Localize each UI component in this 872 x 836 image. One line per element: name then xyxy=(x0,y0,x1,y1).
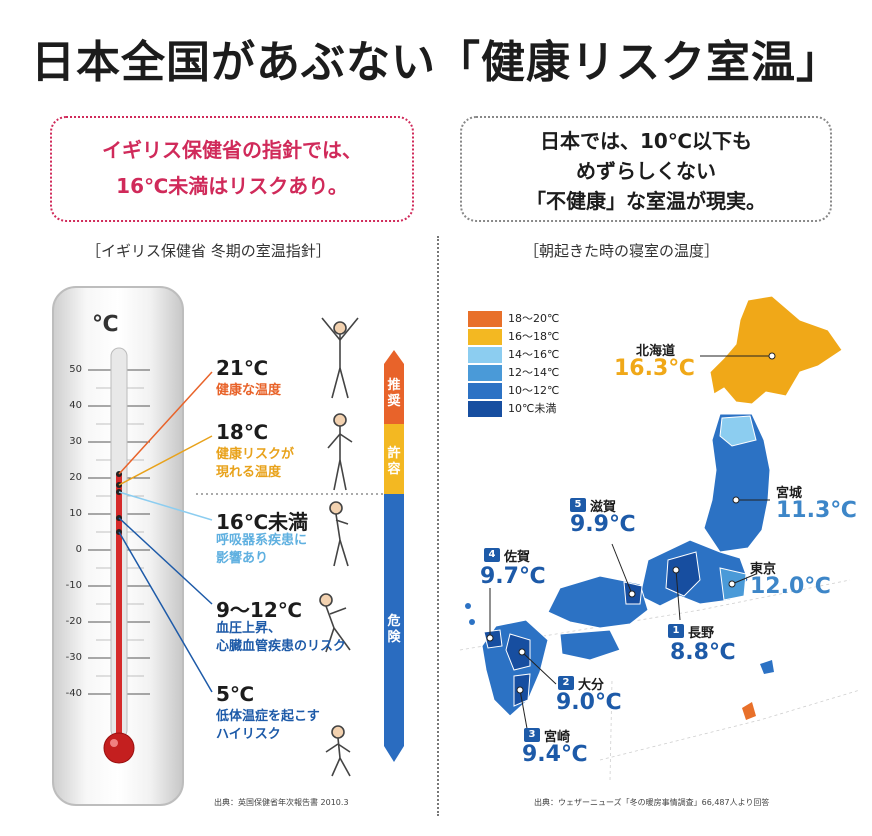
right-source: 出典：ウェザーニューズ「冬の暖房事情調査」66,487人より回答 xyxy=(534,798,770,807)
pref-temp-tokyo: 12.0℃ xyxy=(750,574,831,599)
tick-label: 20 xyxy=(69,472,82,483)
mercury-column xyxy=(116,474,122,744)
tick-label: 50 xyxy=(69,364,82,375)
callout-line: 日本では、10℃以下も xyxy=(539,129,753,153)
right-section-title: ［朝起きた時の寝室の温度］ xyxy=(524,242,720,260)
legend-item: 18～20℃ xyxy=(468,310,559,327)
pref-temp-oita: 9.0℃ xyxy=(556,690,622,715)
bar-label-acceptable: 許容 xyxy=(387,446,401,477)
rank-badge: 4 xyxy=(484,548,500,562)
section-divider xyxy=(437,236,439,816)
connector-21 xyxy=(118,371,213,475)
connector-16 xyxy=(118,491,213,521)
tick-label: -20 xyxy=(65,616,82,627)
legend-item: 10℃未満 xyxy=(468,400,556,417)
legend-item: 12～14℃ xyxy=(468,364,559,381)
recommended-band xyxy=(384,364,404,424)
pref-temp-miyazaki: 9.4℃ xyxy=(522,742,588,767)
level-desc-21: 健康な温度 xyxy=(216,383,282,398)
tick-label: 0 xyxy=(75,544,82,555)
region-hokkaido xyxy=(709,295,843,405)
uk-guideline-callout: イギリス保健省の指針では、 16℃未満はリスクあり。 xyxy=(50,116,414,222)
pref-name-nagano: 長野 xyxy=(688,626,715,641)
region-nagano xyxy=(665,551,701,597)
pref-name-shiga: 滋賀 xyxy=(590,500,617,515)
left-source: 出典：英国保健省年次報告書 2010.3 xyxy=(214,798,349,807)
japan-reality-callout: 日本では、10℃以下も めずらしくない 「不健康」な室温が現実。 xyxy=(460,116,832,222)
tick-label: -40 xyxy=(65,688,82,699)
bar-arrow-bottom xyxy=(384,746,404,762)
legend-item: 16～18℃ xyxy=(468,328,559,345)
bar-label-danger: 危険 xyxy=(387,614,401,645)
pref-name-saga: 佐賀 xyxy=(504,550,531,565)
rank-badge: 1 xyxy=(668,624,684,638)
page-title: 日本全国があぶない「健康リスク室温」 xyxy=(31,37,841,88)
connector-9-12 xyxy=(118,517,213,605)
rank-badge: 2 xyxy=(558,676,574,690)
pref-name-miyagi: 宮城 xyxy=(776,486,803,501)
bar-arrow-top xyxy=(384,350,404,364)
left-section-title: ［イギリス保健省 冬期の室温指針］ xyxy=(86,242,331,260)
region-oita xyxy=(505,633,531,671)
pref-temp-hokkaido: 16.3℃ xyxy=(614,356,695,381)
rank-badge: 5 xyxy=(570,498,586,512)
callout-line: 16℃未満はリスクあり。 xyxy=(116,174,348,198)
pref-name-oita: 大分 xyxy=(578,678,605,693)
tick-label: -30 xyxy=(65,652,82,663)
connector-18 xyxy=(118,435,213,486)
region-kinki-chugoku xyxy=(547,575,649,629)
acceptable-band xyxy=(384,424,404,494)
pref-temp-nagano: 8.8℃ xyxy=(670,640,736,665)
level-desc-16: 呼吸器系疾患に 影響あり xyxy=(216,533,308,566)
pref-name-tokyo: 東京 xyxy=(750,562,777,577)
tick-label: 30 xyxy=(69,436,82,447)
region-tohoku xyxy=(703,413,771,553)
pref-temp-shiga: 9.9℃ xyxy=(570,512,636,537)
level-desc-18: 健康リスクが 現れる温度 xyxy=(216,447,295,480)
region-shikoku xyxy=(559,629,621,661)
level-temp-18: 18℃ xyxy=(216,420,269,444)
bar-label-recommended: 推奨 xyxy=(387,378,401,409)
tick-label: 10 xyxy=(69,508,82,519)
person-icon xyxy=(319,317,359,777)
tick-label: 40 xyxy=(69,400,82,411)
pref-temp-miyagi: 11.3℃ xyxy=(776,498,857,523)
region-okinawa xyxy=(742,702,756,720)
pref-name-miyazaki: 宮崎 xyxy=(544,730,571,745)
legend-item: 10～12℃ xyxy=(468,382,559,399)
danger-band xyxy=(384,494,404,746)
level-desc-5: 低体温症を起こす ハイリスク xyxy=(216,709,320,742)
unit-label: ℃ xyxy=(92,312,119,337)
pref-temp-saga: 9.7℃ xyxy=(480,564,546,589)
callout-line: 「不健康」な室温が現実。 xyxy=(526,189,766,213)
callout-line: イギリス保健省の指針では、 xyxy=(102,138,362,162)
callout-line: めずらしくない xyxy=(576,159,716,183)
level-desc-9-12: 血圧上昇、 心臓血管疾患のリスク xyxy=(216,621,347,654)
level-temp-21: 21℃ xyxy=(216,356,269,380)
pref-name-hokkaido: 北海道 xyxy=(636,344,676,359)
level-temp-16: 16℃未満 xyxy=(216,510,309,534)
level-temp-9-12: 9～12℃ xyxy=(216,598,302,622)
rank-badge: 3 xyxy=(524,728,540,742)
connector-5 xyxy=(118,531,213,693)
legend-item: 14～16℃ xyxy=(468,346,559,363)
tick-label: -10 xyxy=(65,580,82,591)
level-temp-5: 5℃ xyxy=(216,682,255,706)
